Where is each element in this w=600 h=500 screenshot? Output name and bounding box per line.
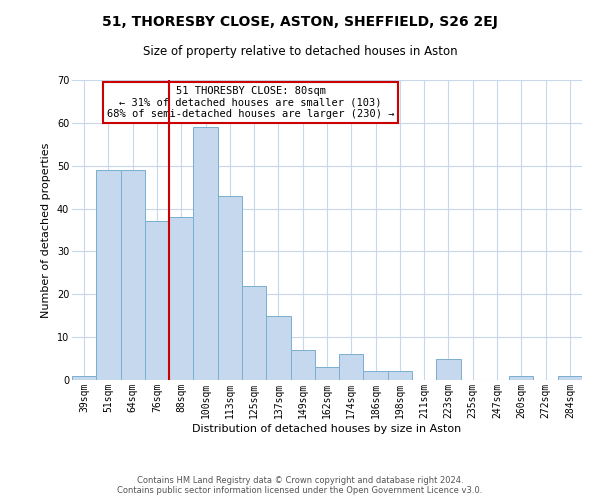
Text: Contains HM Land Registry data © Crown copyright and database right 2024.
Contai: Contains HM Land Registry data © Crown c… <box>118 476 482 495</box>
Bar <box>436 358 461 380</box>
X-axis label: Distribution of detached houses by size in Aston: Distribution of detached houses by size … <box>193 424 461 434</box>
Text: 51 THORESBY CLOSE: 80sqm
← 31% of detached houses are smaller (103)
68% of semi-: 51 THORESBY CLOSE: 80sqm ← 31% of detach… <box>107 86 394 119</box>
Bar <box>145 222 169 380</box>
Bar <box>121 170 145 380</box>
Bar <box>315 367 339 380</box>
Bar <box>558 376 582 380</box>
Bar <box>388 372 412 380</box>
Bar <box>339 354 364 380</box>
Bar <box>193 127 218 380</box>
Text: 51, THORESBY CLOSE, ASTON, SHEFFIELD, S26 2EJ: 51, THORESBY CLOSE, ASTON, SHEFFIELD, S2… <box>102 15 498 29</box>
Bar <box>364 372 388 380</box>
Bar <box>72 376 96 380</box>
Bar <box>266 316 290 380</box>
Bar <box>169 217 193 380</box>
Text: Size of property relative to detached houses in Aston: Size of property relative to detached ho… <box>143 45 457 58</box>
Y-axis label: Number of detached properties: Number of detached properties <box>41 142 51 318</box>
Bar <box>509 376 533 380</box>
Bar <box>242 286 266 380</box>
Bar <box>96 170 121 380</box>
Bar <box>218 196 242 380</box>
Bar <box>290 350 315 380</box>
